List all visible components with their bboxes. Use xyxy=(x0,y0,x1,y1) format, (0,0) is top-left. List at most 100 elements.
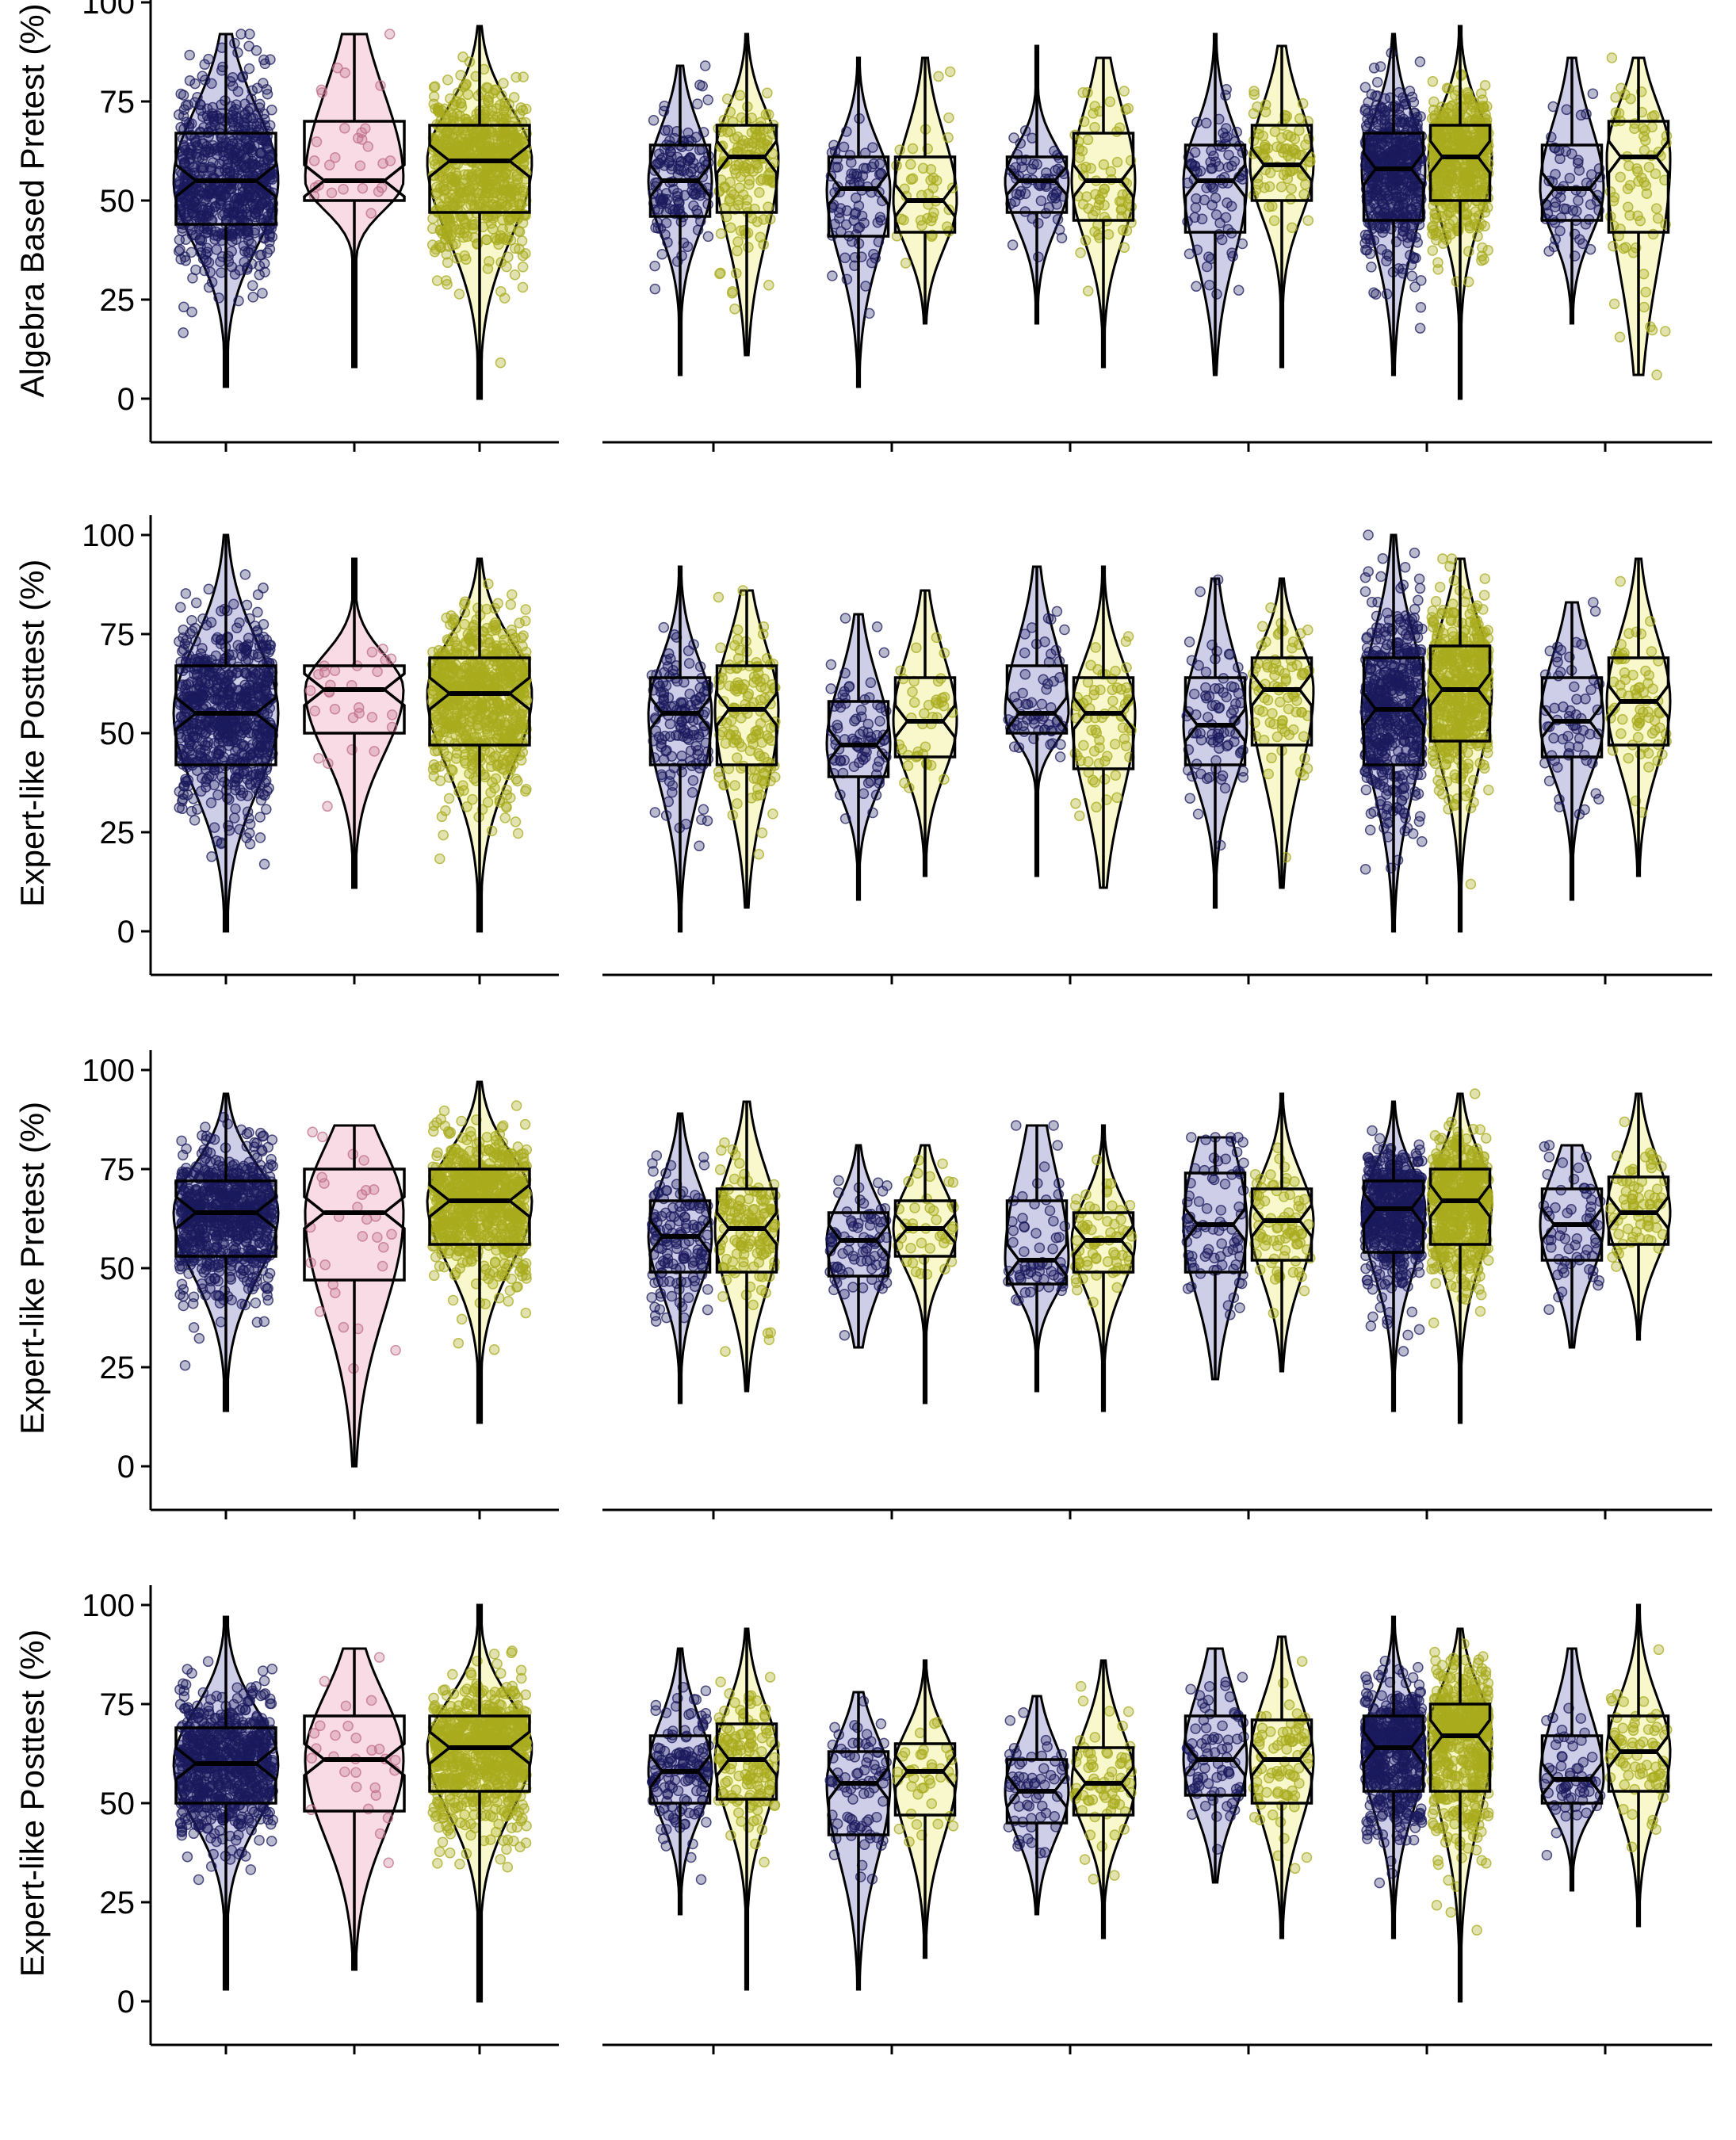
data-point xyxy=(1375,61,1386,72)
data-point xyxy=(452,199,463,211)
data-point xyxy=(1363,117,1375,128)
data-point xyxy=(1381,289,1393,300)
right-group-6-b xyxy=(1604,52,1673,380)
data-point xyxy=(243,40,254,52)
data-point xyxy=(257,288,268,299)
data-point xyxy=(461,254,472,266)
data-point xyxy=(354,160,366,171)
data-point xyxy=(1650,203,1662,214)
data-point xyxy=(1432,257,1443,268)
data-point xyxy=(662,124,674,136)
data-point xyxy=(250,159,261,170)
data-point xyxy=(660,810,672,821)
data-point xyxy=(366,712,378,723)
data-point xyxy=(254,269,266,281)
data-point xyxy=(219,776,230,788)
data-point xyxy=(242,189,253,201)
data-point xyxy=(1466,175,1478,186)
data-point xyxy=(1463,188,1474,200)
data-point xyxy=(1111,126,1122,137)
data-point xyxy=(205,266,216,278)
data-point xyxy=(1608,240,1619,252)
data-point xyxy=(1282,173,1294,185)
data-point xyxy=(1120,104,1131,115)
data-point xyxy=(1079,116,1090,128)
data-point xyxy=(329,665,341,676)
data-point xyxy=(1623,201,1634,212)
data-point xyxy=(199,728,211,740)
data-point xyxy=(688,639,699,650)
data-point xyxy=(178,140,190,151)
data-point xyxy=(1429,193,1441,204)
data-point xyxy=(1608,192,1620,203)
data-point xyxy=(1561,104,1573,116)
data-point xyxy=(667,184,679,195)
data-point xyxy=(488,674,500,685)
data-point xyxy=(239,720,250,732)
data-point xyxy=(483,162,494,174)
data-point xyxy=(384,29,396,40)
data-point xyxy=(1625,93,1636,105)
data-point xyxy=(1105,166,1117,178)
data-point xyxy=(495,257,507,268)
data-point xyxy=(692,98,703,109)
data-point xyxy=(1550,234,1561,245)
data-point xyxy=(486,712,498,724)
data-point xyxy=(365,208,377,219)
data-point xyxy=(1222,197,1233,208)
data-point xyxy=(212,189,224,201)
data-point xyxy=(262,88,273,100)
data-point xyxy=(510,724,521,735)
data-point xyxy=(1252,101,1263,113)
data-point xyxy=(718,114,730,126)
data-point xyxy=(1033,251,1044,262)
data-point xyxy=(676,750,687,762)
data-point xyxy=(652,216,663,228)
data-point xyxy=(244,778,256,789)
right-group-2-b xyxy=(891,56,958,325)
data-point xyxy=(944,66,956,78)
data-point xyxy=(241,599,253,611)
data-point xyxy=(845,174,856,185)
data-point xyxy=(512,775,523,787)
data-point xyxy=(230,803,241,815)
data-point xyxy=(1550,201,1561,212)
data-point xyxy=(1440,234,1452,246)
data-point xyxy=(187,693,198,704)
data-point xyxy=(450,730,461,741)
data-point xyxy=(443,793,455,804)
data-point xyxy=(458,675,470,686)
data-point xyxy=(714,268,725,280)
data-point xyxy=(1201,261,1213,273)
data-point xyxy=(180,588,192,599)
data-point xyxy=(372,666,383,678)
data-point xyxy=(1587,88,1599,99)
data-point xyxy=(174,244,185,255)
data-point xyxy=(199,150,210,161)
navy-points xyxy=(173,29,279,338)
data-point xyxy=(754,124,766,136)
data-point xyxy=(450,753,462,764)
data-point xyxy=(870,253,881,264)
data-point xyxy=(1371,76,1383,88)
data-point xyxy=(1638,301,1650,313)
data-point xyxy=(233,210,245,222)
data-point xyxy=(682,728,694,739)
data-point xyxy=(503,769,514,781)
data-point xyxy=(442,278,453,290)
data-point xyxy=(233,122,245,133)
data-point xyxy=(178,624,189,636)
data-point xyxy=(482,797,494,808)
data-point xyxy=(509,269,521,281)
data-point xyxy=(499,178,510,190)
left-group-1 xyxy=(172,533,280,933)
data-point xyxy=(460,79,471,91)
data-point xyxy=(500,801,512,812)
data-point xyxy=(179,638,191,649)
data-point xyxy=(197,613,208,625)
data-point xyxy=(1189,160,1201,171)
right-group-6-a xyxy=(1539,56,1606,325)
data-point xyxy=(676,766,687,778)
data-point xyxy=(695,216,706,227)
data-point xyxy=(663,796,675,808)
